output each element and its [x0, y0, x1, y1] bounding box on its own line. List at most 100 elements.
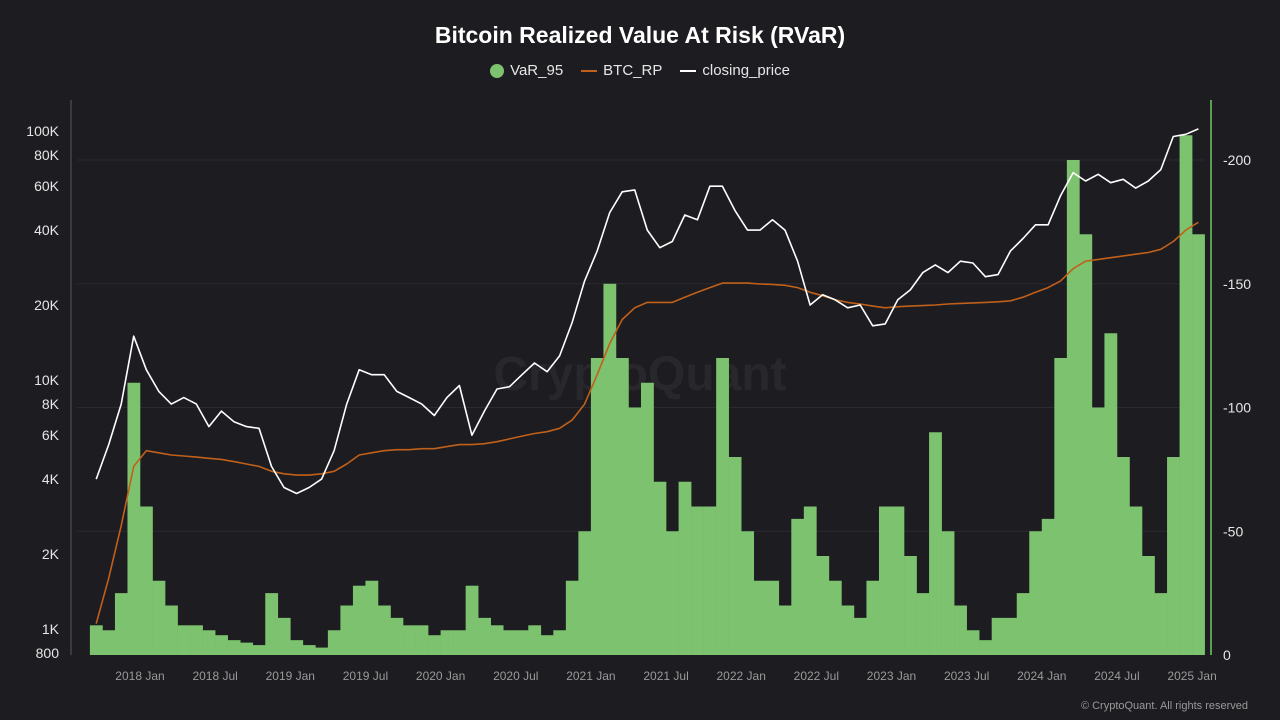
- var95-bar: [1154, 593, 1168, 655]
- var95-bar: [428, 635, 441, 655]
- var95-bar: [666, 531, 679, 655]
- x-tick-label: 2020 Jan: [416, 669, 465, 683]
- var95-bar: [866, 580, 880, 655]
- var95-bar: [1142, 556, 1155, 655]
- var95-bar: [503, 630, 517, 655]
- x-tick-label: 2023 Jul: [944, 669, 989, 683]
- var95-bar: [190, 625, 203, 655]
- var95-bar: [979, 640, 992, 655]
- var95-bar: [240, 642, 254, 655]
- var95-bar: [165, 605, 178, 655]
- left-tick-label: 40K: [34, 222, 60, 238]
- legend-item-closing-price[interactable]: closing_price: [680, 62, 790, 79]
- var95-bar: [114, 593, 128, 655]
- var95-bar: [403, 625, 416, 655]
- var95-bar: [390, 617, 404, 655]
- var95-bar: [478, 617, 491, 655]
- var95-bar: [1179, 135, 1193, 655]
- var95-bar: [465, 585, 479, 655]
- watermark: CryptoQuant: [493, 348, 786, 401]
- legend-swatch-var95: [490, 63, 505, 78]
- var95-bar: [778, 605, 792, 655]
- left-tick-label: 800: [36, 645, 60, 661]
- right-tick-label: -50: [1223, 523, 1243, 539]
- var95-bar: [691, 506, 704, 655]
- var95-bar: [177, 625, 191, 655]
- var95-bar: [766, 580, 780, 655]
- var95-bar: [653, 481, 667, 655]
- var95-bar: [1091, 407, 1105, 655]
- var95-bar: [904, 556, 917, 655]
- var95-bar: [490, 625, 504, 655]
- var95-bar: [1104, 333, 1118, 655]
- right-tick-label: 0: [1223, 647, 1231, 663]
- var95-bar: [678, 481, 692, 655]
- legend-item-btc-rp[interactable]: BTC_RP: [581, 62, 662, 79]
- right-tick-label: -100: [1223, 400, 1251, 416]
- var95-bar: [1116, 457, 1130, 655]
- var95-bar: [954, 605, 967, 655]
- var95-bar: [277, 617, 291, 655]
- var95-bar: [515, 630, 529, 655]
- var95-bar: [741, 531, 755, 655]
- left-tick-label: 60K: [34, 178, 60, 194]
- legend-item-var95[interactable]: VaR_95: [490, 62, 563, 79]
- left-tick-label: 8K: [42, 396, 60, 412]
- var95-bar: [966, 630, 980, 655]
- var95-bar: [803, 506, 817, 655]
- var95-bar: [991, 617, 1005, 655]
- legend-label-btc-rp: BTC_RP: [603, 62, 663, 79]
- var95-bar: [1192, 234, 1205, 655]
- var95-bar: [853, 617, 867, 655]
- var95-bar: [1054, 358, 1068, 655]
- var95-bar: [615, 358, 629, 655]
- left-tick-label: 6K: [42, 427, 60, 443]
- var95-bar: [1029, 531, 1043, 655]
- closing-price-line: [95, 128, 1199, 495]
- var95-bar: [1004, 617, 1018, 655]
- right-tick-label: -200: [1223, 152, 1251, 168]
- right-tick-label: -150: [1223, 276, 1251, 292]
- var95-bar: [140, 506, 153, 655]
- left-tick-label: 2K: [42, 546, 60, 562]
- var95-bar: [816, 556, 830, 655]
- left-tick-label: 100K: [26, 123, 59, 139]
- var95-bar: [1041, 518, 1055, 655]
- x-tick-label: 2023 Jan: [867, 669, 916, 683]
- btc-rp-line: [95, 221, 1199, 624]
- var95-bar: [941, 531, 955, 655]
- chart-title: Bitcoin Realized Value At Risk (RVaR): [434, 22, 846, 48]
- x-tick-label: 2018 Jul: [192, 669, 237, 683]
- var95-bar: [252, 645, 266, 655]
- x-tick-label: 2021 Jan: [566, 669, 615, 683]
- legend-swatch-btc-rp: [581, 69, 598, 72]
- legend-label-closing-price: closing_price: [702, 62, 790, 79]
- x-tick-label: 2022 Jul: [794, 669, 839, 683]
- var95-bar: [791, 518, 805, 655]
- var95-bar: [565, 580, 579, 655]
- var95-bar: [89, 625, 103, 655]
- x-tick-label: 2024 Jan: [1017, 669, 1066, 683]
- var95-bar: [202, 630, 216, 655]
- var95-bar: [127, 382, 141, 655]
- var95-bar: [916, 593, 930, 655]
- var95-bar: [628, 407, 642, 655]
- var95-bar: [891, 506, 905, 655]
- var95-bar: [265, 593, 279, 655]
- var95-bar: [315, 647, 329, 655]
- var95-bar: [590, 358, 604, 655]
- legend-label-var95: VaR_95: [510, 62, 564, 79]
- x-tick-label: 2021 Jul: [643, 669, 688, 683]
- var95-bar: [1129, 506, 1143, 655]
- var95-bar: [440, 630, 454, 655]
- x-tick-label: 2020 Jul: [493, 669, 538, 683]
- legend-swatch-closing-price: [680, 69, 697, 72]
- var95-bar: [603, 283, 617, 655]
- var95-bar: [415, 625, 429, 655]
- var95-bar: [878, 506, 892, 655]
- x-tick-label: 2024 Jul: [1094, 669, 1139, 683]
- x-tick-label: 2019 Jan: [266, 669, 315, 683]
- var95-bar: [327, 630, 341, 655]
- var95-bar: [102, 630, 116, 655]
- var95-bar: [215, 635, 228, 655]
